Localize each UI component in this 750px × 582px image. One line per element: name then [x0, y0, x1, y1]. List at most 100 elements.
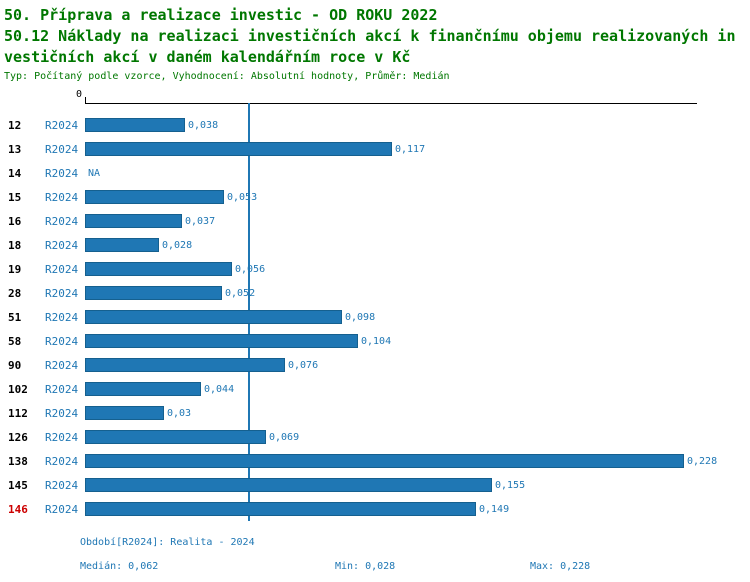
bar-area: 0,117	[85, 142, 750, 156]
row-category-label: 145	[8, 478, 28, 492]
row-period-label: R2024	[45, 214, 79, 228]
bar-area: 0,052	[85, 286, 750, 300]
bar-area: 0,069	[85, 430, 750, 444]
row-category-label: 51	[8, 310, 22, 324]
bar-area: 0,155	[85, 478, 750, 492]
value-bar	[85, 358, 285, 372]
bar-area: 0,149	[85, 502, 750, 516]
value-bar	[85, 262, 232, 276]
row-period-label: R2024	[45, 478, 79, 492]
row-period-label: R2024	[45, 430, 79, 444]
chart-row: 19 R2024 0,056	[0, 257, 750, 281]
row-category-label: 138	[8, 454, 28, 468]
row-period-label: R2024	[45, 382, 79, 396]
value-bar	[85, 214, 182, 228]
bar-area: 0,228	[85, 454, 750, 468]
bar-area: 0,044	[85, 382, 750, 396]
chart-row: 145 R2024 0,155	[0, 473, 750, 497]
value-bar	[85, 430, 266, 444]
summary-stats: Medián: 0,062 Min: 0,028 Max: 0,228	[80, 559, 750, 574]
value-label: 0,155	[495, 479, 526, 491]
row-period-label: R2024	[45, 502, 79, 516]
chart-row: 18 R2024 0,028	[0, 233, 750, 257]
value-bar	[85, 190, 224, 204]
row-period-label: R2024	[45, 310, 79, 324]
value-label: 0,044	[204, 383, 235, 395]
row-period-label: R2024	[45, 406, 79, 420]
bar-area: 0,104	[85, 334, 750, 348]
row-period-label: R2024	[45, 334, 79, 348]
chart-subtitle: Typ: Počítaný podle vzorce, Vyhodnocení:…	[4, 71, 450, 82]
chart-row: 102 R2024 0,044	[0, 377, 750, 401]
value-bar	[85, 382, 201, 396]
value-label: 0,056	[235, 263, 266, 275]
value-bar	[85, 454, 684, 468]
row-period-label: R2024	[45, 286, 79, 300]
row-category-label: 14	[8, 166, 22, 180]
chart-row: 12 R2024 0,038	[0, 113, 750, 137]
row-category-label: 28	[8, 286, 22, 300]
chart-title-line-2: 50.12 Náklady na realizaci investičních …	[4, 27, 736, 45]
value-bar	[85, 118, 185, 132]
row-period-label: R2024	[45, 118, 79, 132]
value-bar	[85, 334, 358, 348]
bar-area: 0,037	[85, 214, 750, 228]
bar-area: 0,056	[85, 262, 750, 276]
chart-row: 15 R2024 0,053	[0, 185, 750, 209]
x-axis-line	[85, 103, 697, 104]
min-stat: Min: 0,028	[335, 561, 396, 572]
row-category-label: 15	[8, 190, 22, 204]
chart-row: 126 R2024 0,069	[0, 425, 750, 449]
value-bar	[85, 286, 222, 300]
row-category-label: 18	[8, 238, 22, 252]
chart-header: 50. Příprava a realizace investic - OD R…	[0, 0, 750, 84]
bar-area: 0,03	[85, 406, 750, 420]
chart-row: 16 R2024 0,037	[0, 209, 750, 233]
row-category-label: 112	[8, 406, 28, 420]
chart-row: 28 R2024 0,052	[0, 281, 750, 305]
value-label: NA	[88, 167, 101, 179]
row-period-label: R2024	[45, 238, 79, 252]
median-stat: Medián: 0,062	[80, 561, 159, 572]
period-label: Období[R2024]: Realita - 2024	[80, 537, 255, 548]
bar-area: 0,028	[85, 238, 750, 252]
x-axis-tick	[85, 97, 86, 103]
value-label: 0,037	[185, 215, 216, 227]
value-label: 0,069	[269, 431, 300, 443]
value-label: 0,03	[167, 407, 192, 419]
chart-title-line-1: 50. Příprava a realizace investic - OD R…	[4, 6, 438, 24]
row-category-label: 13	[8, 142, 22, 156]
row-period-label: R2024	[45, 358, 79, 372]
chart-row: 51 R2024 0,098	[0, 305, 750, 329]
row-category-label: 19	[8, 262, 22, 276]
chart-title-line-3: vestičních akcí v daném kalendářním roce…	[4, 48, 411, 66]
row-period-label: R2024	[45, 142, 79, 156]
chart-row: 112 R2024 0,03	[0, 401, 750, 425]
bar-area: 0,038	[85, 118, 750, 132]
value-label: 0,117	[395, 143, 426, 155]
row-category-label: 102	[8, 382, 28, 396]
row-category-label: 126	[8, 430, 28, 444]
value-label: 0,076	[288, 359, 319, 371]
row-category-label: 12	[8, 118, 22, 132]
value-bar	[85, 142, 392, 156]
max-stat: Max: 0,228	[530, 561, 591, 572]
value-label: 0,052	[225, 287, 256, 299]
bar-area: 0,098	[85, 310, 750, 324]
row-period-label: R2024	[45, 262, 79, 276]
value-label: 0,104	[361, 335, 392, 347]
value-bar	[85, 502, 476, 516]
row-period-label: R2024	[45, 166, 79, 180]
chart-row: 90 R2024 0,076	[0, 353, 750, 377]
plot-area: 12 R2024 0,038 13 R2024 0,117 14 R2024 NA 15 R2024…	[0, 87, 750, 521]
chart-row: 58 R2024 0,104	[0, 329, 750, 353]
value-label: 0,053	[227, 191, 258, 203]
row-period-label: R2024	[45, 190, 79, 204]
value-bar	[85, 238, 159, 252]
value-label: 0,098	[345, 311, 376, 323]
x-axis-zero-label: 0	[75, 89, 82, 100]
value-bar	[85, 478, 492, 492]
row-category-label: 146	[8, 502, 28, 516]
row-category-label: 58	[8, 334, 22, 348]
value-label: 0,149	[479, 503, 510, 515]
